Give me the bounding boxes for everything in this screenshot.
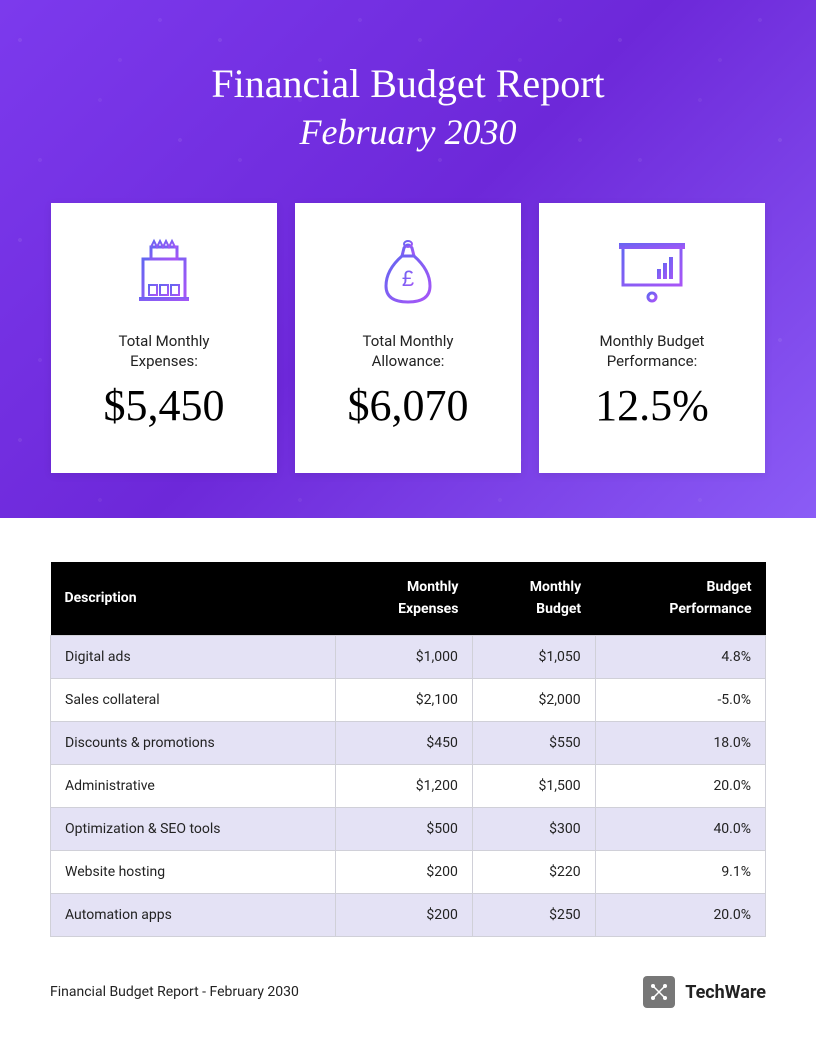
table-cell: Digital ads bbox=[51, 635, 336, 678]
table-row: Discounts & promotions$450$55018.0% bbox=[51, 721, 766, 764]
card-value: $5,450 bbox=[104, 380, 225, 431]
presentation-chart-icon bbox=[615, 231, 689, 313]
card-expenses: Total Monthly Expenses: $5,450 bbox=[51, 203, 277, 473]
card-performance: Monthly Budget Performance: 12.5% bbox=[539, 203, 765, 473]
table-cell: $500 bbox=[336, 807, 472, 850]
brand-name: TechWare bbox=[685, 982, 766, 1003]
table-cell: $250 bbox=[472, 893, 595, 936]
building-icon bbox=[129, 231, 199, 313]
footer-text: Financial Budget Report - February 2030 bbox=[50, 984, 299, 1000]
card-value: $6,070 bbox=[348, 380, 469, 431]
table-cell: $300 bbox=[472, 807, 595, 850]
budget-table-container: Description Monthly Expenses Monthly Bud… bbox=[0, 518, 816, 937]
table-cell: Optimization & SEO tools bbox=[51, 807, 336, 850]
table-cell: Website hosting bbox=[51, 850, 336, 893]
col-performance: Budget Performance bbox=[595, 562, 765, 635]
table-row: Digital ads$1,000$1,0504.8% bbox=[51, 635, 766, 678]
table-cell: $1,500 bbox=[472, 764, 595, 807]
table-cell: $450 bbox=[336, 721, 472, 764]
card-label: Total Monthly Allowance: bbox=[362, 331, 453, 372]
table-row: Sales collateral$2,100$2,000-5.0% bbox=[51, 678, 766, 721]
table-cell: Automation apps bbox=[51, 893, 336, 936]
card-label: Total Monthly Expenses: bbox=[118, 331, 209, 372]
brand: TechWare bbox=[643, 976, 766, 1008]
hero-section: Financial Budget Report February 2030 bbox=[0, 0, 816, 518]
table-cell: 18.0% bbox=[595, 721, 765, 764]
table-cell: Administrative bbox=[51, 764, 336, 807]
table-cell: 4.8% bbox=[595, 635, 765, 678]
table-cell: $220 bbox=[472, 850, 595, 893]
table-cell: 9.1% bbox=[595, 850, 765, 893]
col-expenses: Monthly Expenses bbox=[336, 562, 472, 635]
table-cell: Discounts & promotions bbox=[51, 721, 336, 764]
page-title: Financial Budget Report bbox=[0, 60, 816, 107]
table-cell: 20.0% bbox=[595, 764, 765, 807]
table-cell: Sales collateral bbox=[51, 678, 336, 721]
col-description: Description bbox=[51, 562, 336, 635]
table-cell: $1,050 bbox=[472, 635, 595, 678]
table-cell: $2,000 bbox=[472, 678, 595, 721]
table-cell: $550 bbox=[472, 721, 595, 764]
table-row: Administrative$1,200$1,50020.0% bbox=[51, 764, 766, 807]
card-label: Monthly Budget Performance: bbox=[600, 331, 705, 372]
table-cell: $1,000 bbox=[336, 635, 472, 678]
table-cell: $2,100 bbox=[336, 678, 472, 721]
table-cell: $1,200 bbox=[336, 764, 472, 807]
page-subtitle: February 2030 bbox=[0, 111, 816, 153]
brand-logo-icon bbox=[643, 976, 675, 1008]
table-cell: $200 bbox=[336, 893, 472, 936]
summary-cards: Total Monthly Expenses: $5,450 £ Total M… bbox=[0, 203, 816, 473]
budget-table: Description Monthly Expenses Monthly Bud… bbox=[50, 562, 766, 937]
footer: Financial Budget Report - February 2030 … bbox=[0, 976, 816, 1008]
table-row: Optimization & SEO tools$500$30040.0% bbox=[51, 807, 766, 850]
table-cell: $200 bbox=[336, 850, 472, 893]
svg-text:£: £ bbox=[402, 266, 414, 291]
table-row: Automation apps$200$25020.0% bbox=[51, 893, 766, 936]
table-cell: -5.0% bbox=[595, 678, 765, 721]
table-header-row: Description Monthly Expenses Monthly Bud… bbox=[51, 562, 766, 635]
table-cell: 40.0% bbox=[595, 807, 765, 850]
card-value: 12.5% bbox=[595, 380, 709, 431]
card-allowance: £ Total Monthly Allowance: $6,070 bbox=[295, 203, 521, 473]
table-cell: 20.0% bbox=[595, 893, 765, 936]
table-row: Website hosting$200$2209.1% bbox=[51, 850, 766, 893]
col-budget: Monthly Budget bbox=[472, 562, 595, 635]
money-bag-icon: £ bbox=[376, 231, 440, 313]
